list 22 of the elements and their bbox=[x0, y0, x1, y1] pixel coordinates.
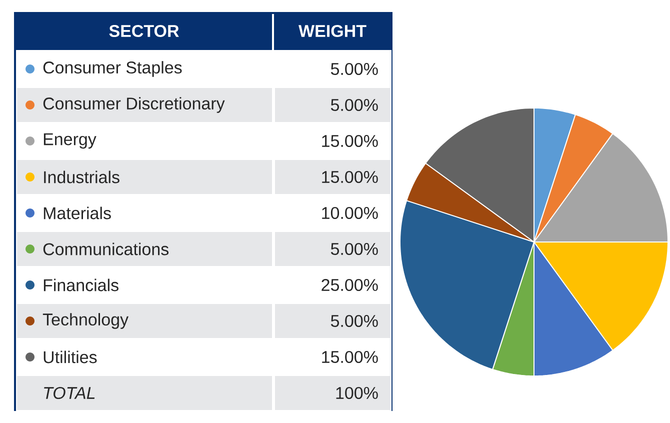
data-label: 5.00% bbox=[330, 62, 378, 76]
text: 100% bbox=[336, 386, 378, 400]
data-label: 10.00% bbox=[322, 206, 378, 220]
legend-label: Consumer Discretionary bbox=[43, 97, 225, 113]
data-label: 5.00% bbox=[330, 98, 378, 112]
legend-label: Consumer Staples bbox=[43, 61, 182, 77]
data-label: 25.00% bbox=[322, 278, 378, 292]
text: TOTAL bbox=[44, 386, 95, 400]
data-label: 15.00% bbox=[322, 134, 378, 148]
legend-label: Industrials bbox=[44, 170, 120, 184]
legend-label: Communications bbox=[43, 242, 169, 256]
data-label: 15.00% bbox=[322, 350, 378, 364]
legend-label: Energy bbox=[44, 133, 96, 149]
data-label: 15.00% bbox=[322, 170, 378, 184]
data-label: 5.00% bbox=[330, 314, 378, 328]
legend-label: Materials bbox=[44, 206, 111, 220]
legend-label: Utilities bbox=[44, 350, 97, 364]
legend-label: Financials bbox=[44, 278, 118, 292]
text: WEIGHT bbox=[298, 24, 366, 38]
data-label: 5.00% bbox=[330, 242, 378, 256]
legend-label: Technology bbox=[42, 313, 129, 329]
legend-title: SECTOR bbox=[109, 24, 179, 38]
